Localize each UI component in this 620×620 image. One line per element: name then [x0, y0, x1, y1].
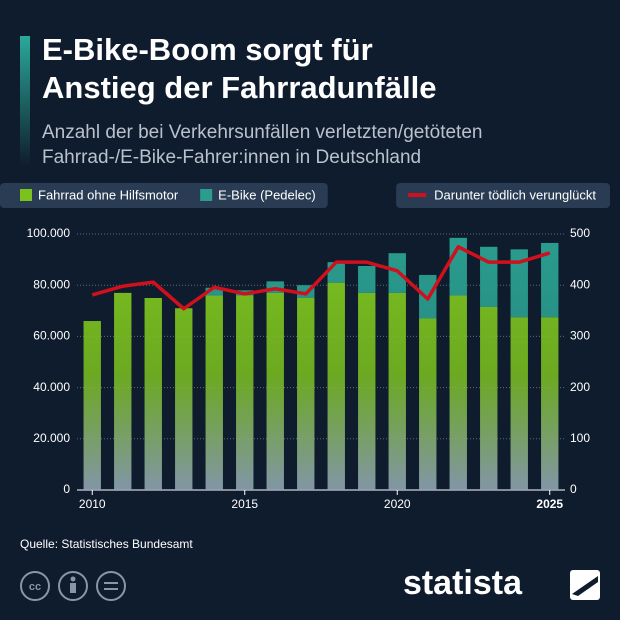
bar: [510, 317, 528, 490]
bar: [266, 292, 284, 490]
legend-box: [0, 183, 328, 208]
y2-tick-label: 400: [570, 277, 590, 291]
y-tick-label: 60.000: [33, 329, 70, 343]
title-accent: [20, 36, 30, 166]
legend-label: Darunter tödlich verunglückt: [434, 187, 596, 202]
y-tick-label: 40.000: [33, 380, 70, 394]
bar: [175, 308, 193, 490]
x-tick-label: 2015: [231, 497, 258, 511]
bar: [327, 282, 345, 490]
legend: Fahrrad ohne Hilfsmotor E-Bike (Pedelec) D…: [0, 183, 610, 208]
x-tick-label: 2010: [79, 497, 106, 511]
x-tick-label: 2025: [536, 497, 563, 511]
bar: [510, 249, 528, 318]
bar: [144, 298, 162, 490]
legend-swatch: [20, 189, 32, 201]
brand-logo: statista: [403, 564, 523, 602]
legend-swatch: [200, 189, 213, 201]
chart-title: Anstieg der Fahrradunfälle: [42, 70, 436, 105]
bar: [205, 295, 223, 490]
plot-area: 0 20.000 40.000 60.000 80.000 100.000 0 100 200 3…: [27, 226, 591, 511]
legend-label: E-Bike (Pedelec): [218, 187, 316, 202]
bar: [114, 292, 132, 490]
chart-subtitle: Anzahl der bei Verkehrsunfällen verletzt…: [42, 122, 482, 143]
y2-tick-label: 500: [570, 226, 590, 240]
bar: [480, 306, 498, 490]
x-tick-label: 2020: [384, 497, 411, 511]
bar: [419, 318, 437, 490]
y-tick-label: 100.000: [27, 226, 71, 240]
bar: [236, 295, 254, 490]
bar: [541, 242, 559, 318]
bar: [449, 295, 467, 490]
y-tick-label: 0: [63, 482, 70, 496]
brand-mark: [570, 570, 600, 600]
line: [91, 245, 551, 311]
license-icons: cc: [20, 571, 126, 601]
bar: [388, 292, 406, 490]
bar: [327, 262, 345, 283]
bar: [83, 321, 101, 490]
y2-tick-label: 0: [570, 482, 577, 496]
chart-subtitle: Fahrrad-/E-Bike-Fahrer:innen in Deutschl…: [42, 147, 421, 168]
bar: [480, 246, 498, 307]
source: Quelle: Statistisches Bundesamt: [20, 537, 193, 551]
bar: [358, 266, 376, 293]
y-tick-label: 80.000: [33, 277, 70, 291]
legend-label: Fahrrad ohne Hilfsmotor: [38, 187, 179, 202]
y-tick-label: 20.000: [33, 431, 70, 445]
svg-text:cc: cc: [29, 581, 41, 593]
legend-box: [396, 183, 610, 208]
bar: [541, 317, 559, 490]
y2-tick-label: 100: [570, 431, 590, 445]
y2-tick-label: 200: [570, 380, 590, 394]
bar: [205, 287, 223, 296]
bar: [358, 292, 376, 490]
chart-title: E-Bike-Boom sorgt für: [42, 32, 373, 67]
bar: [297, 298, 315, 490]
y2-tick-label: 300: [570, 329, 590, 343]
